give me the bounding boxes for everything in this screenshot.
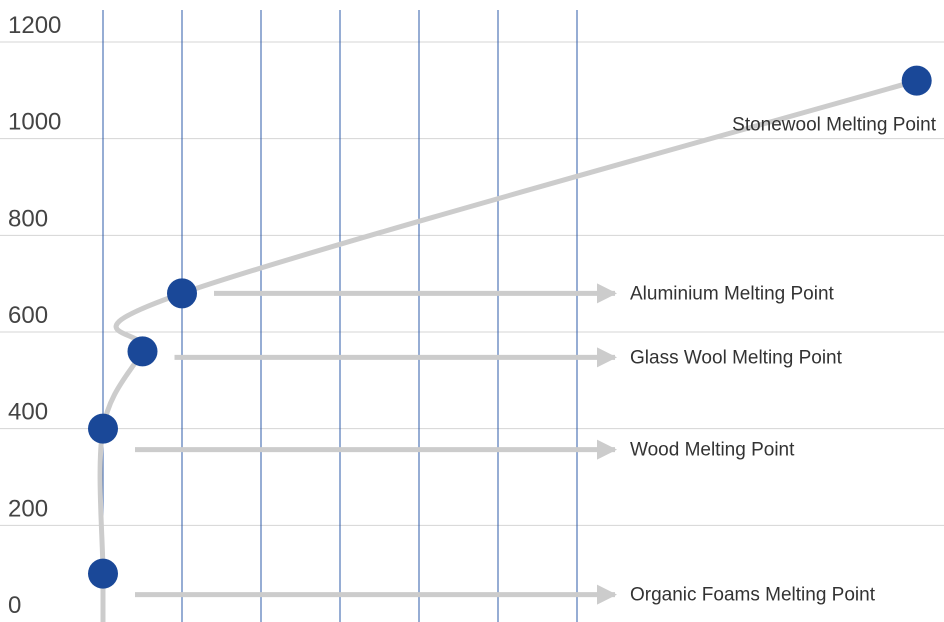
point-label-layer: Organic Foams Melting Point Wood Melting … <box>630 115 937 606</box>
point-label: Wood Melting Point <box>630 440 795 461</box>
trend-curve <box>97 78 920 622</box>
y-tick-label: 1200 <box>8 12 61 39</box>
point-label: Aluminium Melting Point <box>630 283 835 304</box>
y-tick-label: 400 <box>8 399 48 426</box>
vertical-gridlines <box>102 10 578 622</box>
data-point <box>127 336 158 367</box>
y-tick-label: 200 <box>8 495 48 522</box>
arrow-layer <box>135 283 617 605</box>
y-tick-label: 0 <box>8 592 21 619</box>
data-point-layer <box>88 65 932 589</box>
point-label: Organic Foams Melting Point <box>630 585 876 606</box>
y-tick-label: 1000 <box>8 109 61 136</box>
y-tick-label: 800 <box>8 205 48 232</box>
horizontal-gridlines <box>0 41 944 526</box>
point-label: Glass Wool Melting Point <box>630 347 843 368</box>
data-point <box>88 558 118 589</box>
y-tick-label: 600 <box>8 302 48 329</box>
data-point <box>88 413 118 444</box>
point-label: Stonewool Melting Point <box>732 115 937 136</box>
data-point <box>901 65 932 96</box>
y-axis-ticks: 0 200 400 600 800 1000 1200 <box>8 12 61 619</box>
data-point <box>167 278 197 309</box>
trend-curve-layer <box>97 78 920 622</box>
